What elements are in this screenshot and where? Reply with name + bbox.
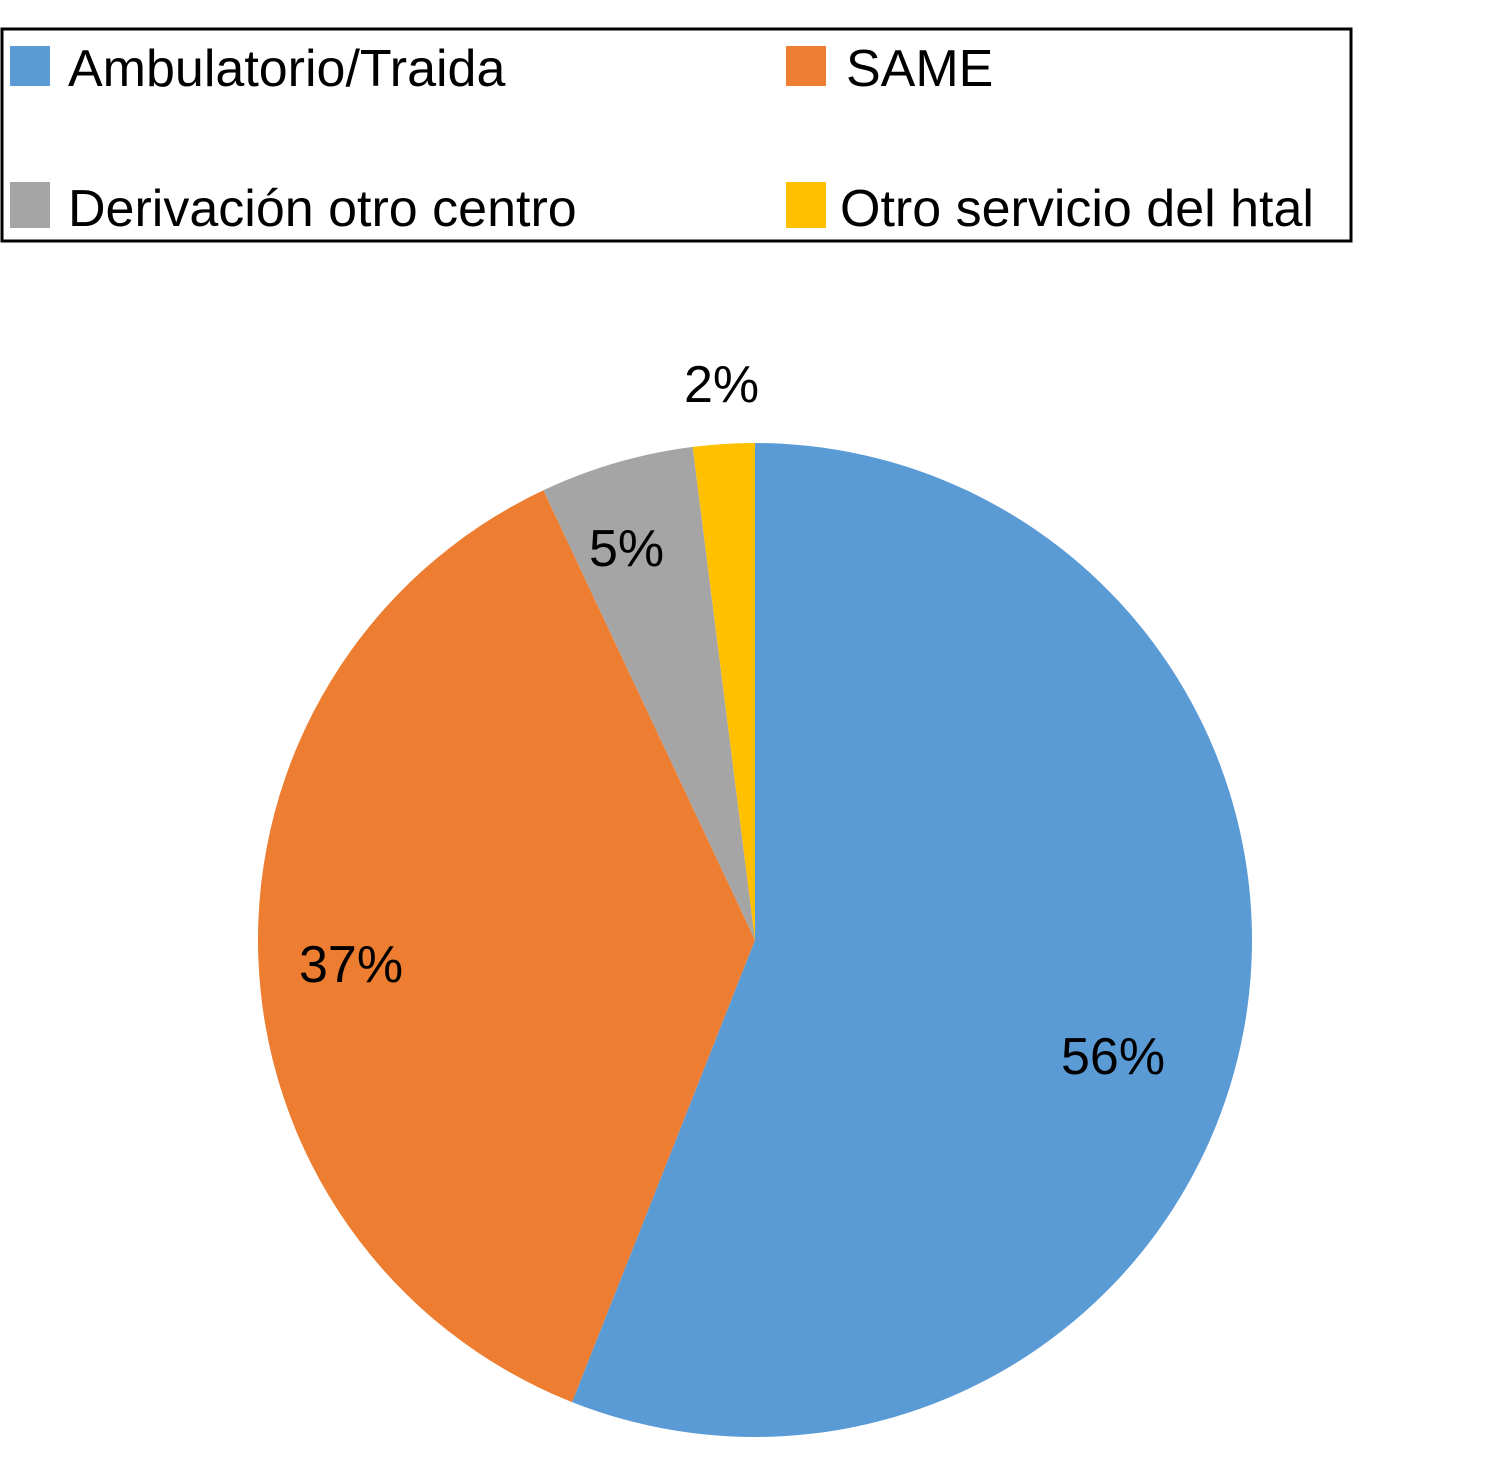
pie-slices xyxy=(257,443,1252,1437)
slice-same xyxy=(257,490,755,1403)
slice-label-same: 37% xyxy=(299,936,403,994)
legend-swatch-ambulatorio xyxy=(10,46,50,86)
slice-otro-servicio xyxy=(692,443,755,940)
slice-label-derivacion: 5% xyxy=(589,520,664,578)
legend-swatch-otro-servicio xyxy=(786,182,826,228)
slice-ambulatorio xyxy=(572,443,1252,1437)
slice-derivacion xyxy=(543,446,755,940)
legend-entry-otro-servicio: Otro servicio del htal xyxy=(840,180,1314,238)
legend-entry-derivacion: Derivación otro centro xyxy=(68,180,577,238)
legend-swatch-same xyxy=(786,46,826,86)
slice-labels: 56% 37% 5% 2% xyxy=(299,356,1165,1086)
slice-label-otro-servicio: 2% xyxy=(684,356,759,414)
legend: Ambulatorio/Traida SAME Derivación otro … xyxy=(0,27,1353,243)
legend-swatch-derivacion xyxy=(10,182,50,228)
legend-frame xyxy=(0,27,1353,243)
legend-entry-ambulatorio: Ambulatorio/Traida xyxy=(68,40,505,98)
legend-entry-same: SAME xyxy=(846,40,993,98)
slice-label-ambulatorio: 56% xyxy=(1061,1028,1165,1086)
